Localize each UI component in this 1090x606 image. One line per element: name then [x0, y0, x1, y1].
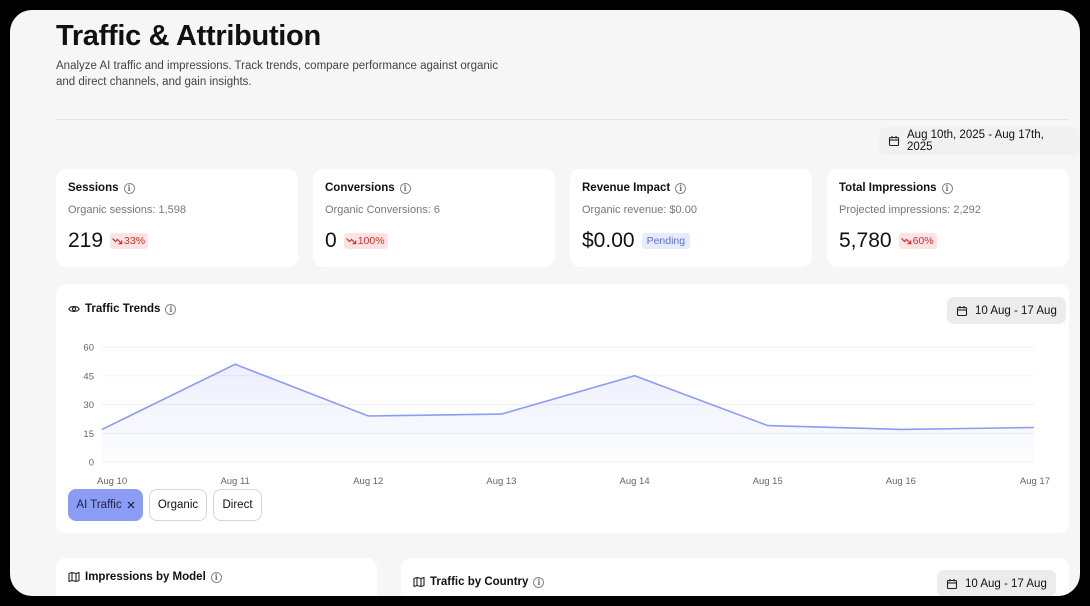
- change-badge: 60%: [898, 233, 937, 249]
- x-tick-label: Aug 13: [486, 476, 516, 487]
- y-tick-label: 0: [89, 458, 94, 469]
- data-point[interactable]: [367, 415, 370, 418]
- traffic-by-country-title: Traffic by Country i: [413, 576, 545, 588]
- data-point[interactable]: [500, 413, 503, 416]
- trend-down-icon: [900, 238, 911, 245]
- stat-value: 219: [68, 229, 104, 252]
- stat-title: Revenue Impact i: [582, 182, 687, 194]
- filter-organic[interactable]: Organic: [149, 489, 207, 521]
- filter-ai-traffic[interactable]: AI Traffic: [68, 489, 143, 521]
- trends-date-label: 10 Aug - 17 Aug: [975, 304, 1057, 317]
- stat-value-row: 219 33%: [68, 229, 149, 253]
- stat-value: $0.00: [582, 229, 635, 252]
- x-tick-label: Aug 17: [1020, 476, 1050, 487]
- info-icon[interactable]: i: [399, 182, 411, 194]
- x-tick-label: Aug 12: [353, 476, 383, 487]
- status-badge: Pending: [641, 233, 691, 249]
- stat-title: Total Impressions i: [839, 182, 953, 194]
- data-point[interactable]: [766, 424, 769, 427]
- calendar-icon: [946, 578, 958, 589]
- stat-title: Sessions i: [68, 182, 135, 194]
- info-icon[interactable]: i: [210, 571, 222, 583]
- trend-down-icon: [345, 238, 356, 245]
- calendar-icon: [888, 136, 900, 147]
- stat-value: 5,780: [839, 229, 892, 252]
- x-tick-label: Aug 15: [753, 476, 783, 487]
- stat-subtitle: Organic Conversions: 6: [325, 204, 440, 216]
- stat-value-row: 0 100%: [325, 229, 388, 253]
- traffic-trends-chart: 0 15 30 45 60 Aug 10 Aug 11 Aug 12 Aug 13 Aug 14 A…: [83, 343, 1050, 488]
- data-point[interactable]: [1033, 426, 1036, 429]
- y-tick-label: 15: [83, 429, 94, 440]
- change-badge: 33%: [110, 233, 149, 249]
- info-icon[interactable]: i: [165, 303, 177, 315]
- data-point[interactable]: [899, 428, 902, 431]
- info-icon[interactable]: i: [123, 182, 135, 194]
- calendar-icon: [956, 305, 968, 316]
- stat-card-revenue-impact: Revenue Impact i Organic revenue: $0.00 $…: [570, 169, 812, 267]
- stat-subtitle: Organic sessions: 1,598: [68, 204, 187, 216]
- trend-down-icon: [112, 238, 123, 245]
- info-icon[interactable]: i: [941, 182, 953, 194]
- eye-icon: [68, 306, 80, 312]
- traffic-trends-title: Traffic Trends i: [68, 303, 177, 315]
- y-tick-label: 60: [83, 343, 94, 354]
- x-tick-label: Aug 14: [620, 476, 650, 487]
- impressions-by-model-card: Impressions by Model i: [56, 558, 408, 596]
- stat-card-sessions: Sessions i Organic sessions: 1,598 219 33…: [56, 169, 298, 267]
- stat-subtitle: Organic revenue: $0.00: [582, 204, 697, 216]
- series-line: [101, 363, 1035, 431]
- impressions-by-model-title: Impressions by Model i: [68, 571, 222, 583]
- data-point[interactable]: [101, 428, 104, 431]
- stat-card-total-impressions: Total Impressions i Projected impressions…: [827, 169, 1069, 267]
- close-icon[interactable]: [127, 501, 135, 509]
- stat-value: 0: [325, 229, 337, 252]
- app-window: Traffic & Attribution Analyze AI traffic…: [10, 10, 1080, 596]
- page-title: Traffic & Attribution: [56, 20, 321, 52]
- x-tick-label: Aug 11: [220, 476, 249, 487]
- stat-title: Conversions i: [325, 182, 411, 194]
- stat-card-conversions: Conversions i Organic Conversions: 6 0 10…: [313, 169, 555, 267]
- date-range-picker[interactable]: Aug 10th, 2025 - Aug 17th, 2025: [879, 127, 1080, 155]
- country-date-picker[interactable]: 10 Aug - 17 Aug: [937, 570, 1056, 596]
- traffic-by-country-card: Traffic by Country i 10 Aug - 17 Aug: [401, 558, 1069, 596]
- change-badge: 100%: [343, 233, 388, 249]
- stat-subtitle: Projected impressions: 2,292: [839, 204, 981, 216]
- page-subtitle: Analyze AI traffic and impressions. Trac…: [56, 60, 499, 88]
- date-range-label: Aug 10th, 2025 - Aug 17th, 2025: [907, 129, 1044, 153]
- data-point[interactable]: [633, 374, 636, 377]
- stat-value-row: 5,780 60%: [839, 229, 937, 253]
- x-tick-label: Aug 10: [97, 476, 127, 487]
- country-date-label: 10 Aug - 17 Aug: [965, 577, 1047, 590]
- data-point[interactable]: [234, 363, 237, 366]
- x-tick-label: Aug 16: [886, 476, 916, 487]
- series-area: [102, 364, 1034, 462]
- y-tick-label: 45: [83, 371, 94, 382]
- stat-value-row: $0.00 Pending: [582, 229, 691, 253]
- map-icon: [68, 571, 80, 583]
- header-divider: [56, 119, 1068, 120]
- info-icon[interactable]: i: [533, 576, 545, 588]
- y-tick-label: 30: [83, 400, 94, 411]
- info-icon[interactable]: i: [675, 182, 687, 194]
- map-icon: [413, 576, 425, 588]
- trends-date-picker[interactable]: 10 Aug - 17 Aug: [947, 297, 1066, 324]
- filter-direct[interactable]: Direct: [213, 489, 262, 521]
- traffic-trends-card: 0 15 30 45 60 Aug 10 Aug 11 Aug 12 Aug 13 Aug 14 A…: [56, 284, 1069, 533]
